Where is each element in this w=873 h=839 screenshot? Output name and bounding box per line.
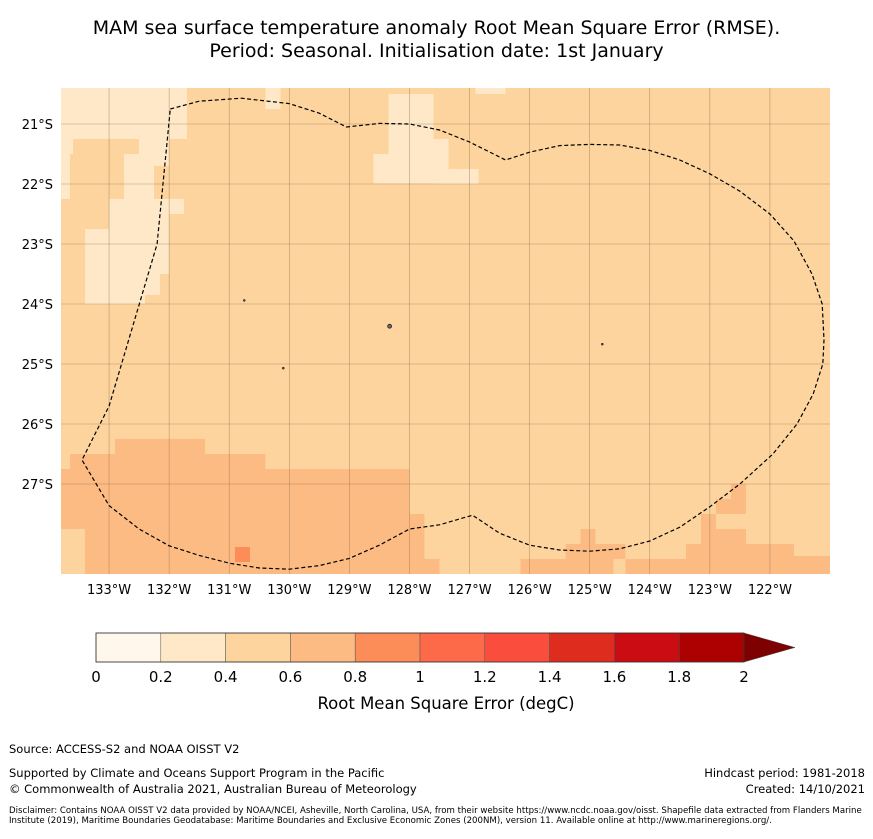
created-date-text: Created: 14/10/2021 — [745, 782, 865, 796]
colorbar-tick-labels: 0 0.2 0.4 0.6 0.8 1 1.2 1.4 1.6 1.8 2 — [91, 668, 749, 686]
latitude-tick-labels: 21°S 22°S 23°S 24°S 25°S 26°S 27°S — [22, 118, 53, 493]
rmse-patch-19 — [70, 454, 86, 469]
colorbar-band-3 — [290, 632, 356, 663]
source-text: Source: ACCESS-S2 and NOAA OISST V2 — [9, 742, 240, 756]
rmse-patch-37 — [793, 556, 830, 574]
rmse-patch-3 — [61, 139, 74, 154]
colorbar-band-8 — [614, 632, 680, 663]
rmse-patch-1 — [139, 88, 170, 166]
lat-tick-label: 25°S — [22, 358, 53, 373]
rmse-patch-26 — [409, 544, 425, 574]
rmse-patch-9 — [85, 274, 146, 304]
colorbar-band-9 — [678, 632, 745, 663]
rmse-patch-10 — [145, 274, 161, 295]
colorbar-tick-label: 1.8 — [667, 668, 691, 686]
rmse-patch-5 — [124, 154, 155, 199]
rmse-patch-8 — [85, 229, 170, 274]
rmse-patch-20 — [61, 469, 86, 529]
colorbar-frame — [95, 632, 745, 663]
lon-tick-label: 122°W — [748, 583, 792, 598]
colorbar-band-2 — [225, 632, 291, 663]
colorbar-tick-label: 1.4 — [538, 668, 562, 686]
lat-tick-label: 21°S — [22, 118, 53, 133]
lon-tick-label: 126°W — [508, 583, 552, 598]
lon-tick-label: 124°W — [628, 583, 672, 598]
colorbar-extend-arrow — [743, 632, 796, 663]
colorbar: 0 0.2 0.4 0.6 0.8 1 1.2 1.4 1.6 1.8 2 Root Mean Sq… — [91, 632, 796, 713]
lon-tick-label: 133°W — [87, 583, 131, 598]
rmse-map: 133°W 132°W 131°W 130°W 129°W 128°W 127°W 126°W… — [22, 88, 830, 598]
lat-tick-label: 27°S — [22, 478, 53, 493]
rmse-patch-25 — [409, 514, 425, 544]
lon-tick-label: 130°W — [267, 583, 311, 598]
lon-tick-label: 127°W — [447, 583, 491, 598]
rmse-patch-38 — [235, 547, 251, 562]
rmse-patch-35 — [715, 499, 746, 514]
colorbar-band-0 — [95, 632, 162, 663]
longitude-tick-labels: 133°W 132°W 131°W 130°W 129°W 128°W 127°W 126°W… — [87, 583, 792, 598]
colorbar-tick-label: 0 — [91, 668, 101, 686]
colorbar-tick-label: 0.8 — [343, 668, 367, 686]
rmse-patch-2 — [169, 88, 188, 139]
rmse-patch-32 — [685, 544, 794, 559]
lon-tick-label: 123°W — [688, 583, 732, 598]
eez-boundary-line — [81, 97, 825, 570]
colorbar-tick-label: 1.2 — [473, 668, 497, 686]
colorbar-band-1 — [160, 632, 226, 663]
lat-tick-label: 24°S — [22, 298, 53, 313]
supported-by-text: Supported by Climate and Oceans Support … — [9, 766, 385, 780]
chart-title-line-1: MAM sea surface temperature anomaly Root… — [92, 17, 781, 39]
colorbar-tick-label: 1 — [415, 668, 425, 686]
hindcast-period-text: Hindcast period: 1981-2018 — [704, 766, 865, 780]
rmse-patch-36 — [730, 484, 746, 499]
map-islands — [243, 299, 604, 370]
island-3 — [601, 343, 604, 346]
rmse-patch-11 — [265, 88, 281, 109]
map-gridlines — [61, 88, 830, 574]
colorbar-tick-label: 1.6 — [602, 668, 626, 686]
rmse-patch-17 — [445, 169, 479, 184]
island-2 — [282, 367, 285, 370]
rmse-patch-18 — [475, 88, 506, 94]
disclaimer-text: Disclaimer: Contains NOAA OISST V2 data … — [9, 806, 862, 826]
colorbar-band-7 — [549, 632, 615, 663]
colorbar-tick-label: 0.2 — [149, 668, 173, 686]
lon-tick-label: 129°W — [327, 583, 371, 598]
rmse-patch-34 — [700, 514, 716, 529]
rmse-patch-33 — [700, 529, 746, 544]
rmse-patch-30 — [580, 529, 596, 544]
island-0 — [387, 323, 392, 329]
lon-tick-label: 131°W — [207, 583, 251, 598]
copyright-text: © Commonwealth of Australia 2021, Austra… — [9, 782, 417, 796]
lat-tick-label: 22°S — [22, 178, 53, 193]
lat-tick-label: 26°S — [22, 418, 53, 433]
colorbar-band-4 — [354, 632, 421, 663]
rmse-patch-28 — [520, 559, 614, 574]
lon-tick-label: 125°W — [568, 583, 612, 598]
colorbar-tick-label: 2 — [739, 668, 749, 686]
island-1 — [243, 299, 246, 302]
lat-tick-label: 23°S — [22, 238, 53, 253]
rmse-patch-0 — [61, 88, 140, 139]
rmse-patch-27 — [424, 559, 440, 574]
rmse-patch-22 — [115, 439, 206, 574]
colorbar-band-6 — [484, 632, 550, 663]
chart-title-line-2: Period: Seasonal. Initialisation date: 1… — [209, 40, 664, 62]
rmse-patch-29 — [565, 544, 626, 559]
colorbar-title: Root Mean Square Error (degC) — [317, 694, 574, 713]
lon-tick-label: 128°W — [387, 583, 431, 598]
colorbar-tick-label: 0.6 — [278, 668, 302, 686]
rmse-patch-4 — [61, 154, 71, 199]
colorbar-bands — [95, 632, 796, 663]
lon-tick-label: 132°W — [147, 583, 191, 598]
colorbar-band-5 — [419, 632, 486, 663]
colorbar-tick-label: 0.4 — [214, 668, 238, 686]
